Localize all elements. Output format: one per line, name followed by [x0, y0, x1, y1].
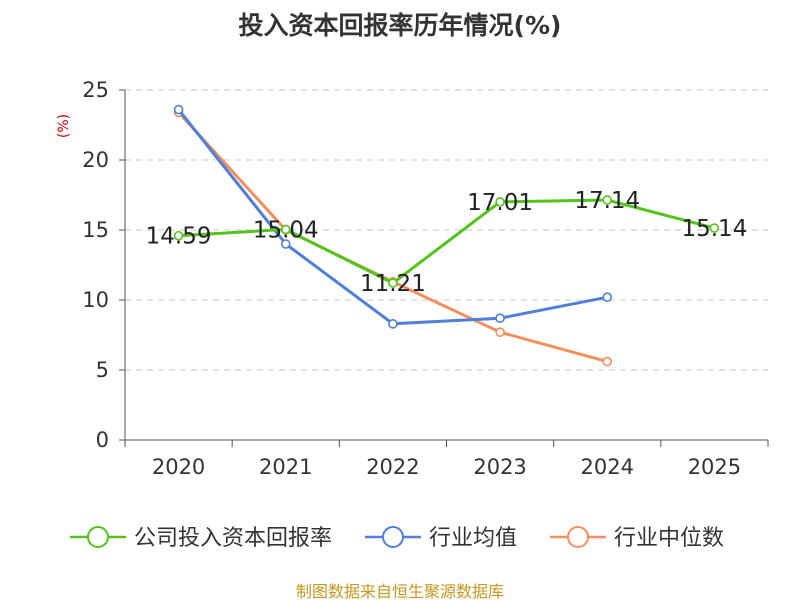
data-point — [388, 278, 398, 288]
source-note: 制图数据来自恒生聚源数据库 — [295, 582, 504, 601]
y-tick-labels: 0 5 10 15 20 25 — [82, 78, 109, 452]
y-tick-label: 10 — [82, 288, 109, 312]
data-point — [280, 239, 291, 249]
series-lines — [173, 104, 720, 367]
legend-label: 行业中位数 — [614, 526, 724, 551]
chart-title: 投入资本回报率历年情况(%) — [238, 11, 562, 40]
data-point — [173, 230, 184, 241]
legend: 公司投入资本回报率 行业均值 行业中位数 — [70, 526, 724, 551]
grid-lines — [125, 89, 768, 371]
legend-label: 行业均值 — [429, 526, 517, 551]
data-point — [602, 356, 613, 367]
x-tick-label: 2024 — [581, 455, 634, 479]
data-point — [709, 223, 720, 233]
data-point — [602, 292, 613, 303]
legend-marker — [87, 526, 109, 548]
data-labels: 14.59 15.04 11.21 17.01 17.14 15.14 — [146, 188, 748, 297]
y-tick-label: 0 — [96, 428, 109, 452]
y-tick-label: 20 — [82, 148, 109, 172]
y-axis-label: (%) — [56, 114, 72, 138]
legend-marker — [382, 526, 404, 548]
y-tick-label: 25 — [82, 78, 109, 102]
data-label: 15.14 — [681, 216, 747, 242]
x-tick-label: 2022 — [366, 455, 419, 479]
x-tick-label: 2023 — [473, 455, 526, 479]
x-tick-label: 2021 — [259, 455, 312, 479]
data-point — [495, 313, 505, 324]
x-tick-label: 2020 — [152, 455, 205, 479]
y-tick-label: 15 — [82, 218, 109, 242]
data-point — [495, 197, 505, 207]
data-point — [388, 318, 398, 329]
series-line-0 — [178, 198, 715, 285]
legend-marker — [567, 526, 589, 548]
data-label: 11.21 — [360, 271, 426, 297]
data-point — [280, 224, 291, 235]
data-label: 17.01 — [467, 190, 533, 216]
axes — [119, 89, 769, 447]
data-label: 17.14 — [574, 188, 640, 214]
y-tick-label: 5 — [96, 358, 109, 382]
data-point — [173, 104, 184, 115]
data-point — [602, 195, 613, 205]
data-label: 14.59 — [146, 224, 212, 250]
x-tick-labels: 2020 2021 2022 2023 2024 2025 — [152, 455, 741, 479]
data-point — [495, 327, 505, 338]
data-label: 15.04 — [253, 217, 319, 243]
x-tick-label: 2025 — [688, 455, 741, 479]
legend-label: 公司投入资本回报率 — [134, 526, 332, 551]
